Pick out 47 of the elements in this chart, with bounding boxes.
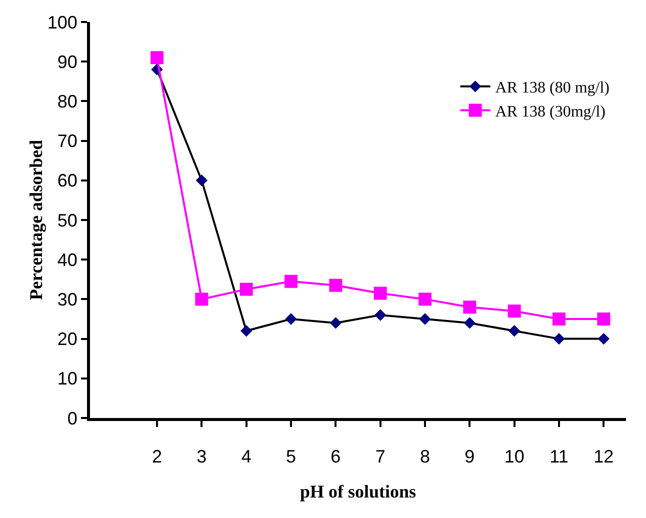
y-tick-label: 20 xyxy=(57,329,78,350)
point xyxy=(508,304,521,318)
y-tick-label: 100 xyxy=(47,12,78,32)
y-tick-label: 50 xyxy=(57,210,78,230)
point xyxy=(553,332,565,345)
x-tick-label: 6 xyxy=(330,446,341,467)
x-tick-label: 5 xyxy=(286,446,296,467)
point xyxy=(418,292,432,306)
point xyxy=(463,300,476,314)
point xyxy=(240,325,252,337)
point xyxy=(329,278,342,292)
x-tick-label: 3 xyxy=(196,446,207,467)
x-tick-label: 9 xyxy=(464,446,475,467)
point xyxy=(464,317,476,329)
y-tick-label: 80 xyxy=(57,92,78,112)
y-tick-label: 60 xyxy=(57,170,78,191)
x-tick-label: 8 xyxy=(420,446,430,467)
x-tick-label: 10 xyxy=(504,446,524,467)
point xyxy=(284,274,298,288)
point xyxy=(150,51,164,64)
y-tick-label: 40 xyxy=(57,250,78,270)
point xyxy=(196,174,208,186)
y-tick-label: 0 xyxy=(67,408,78,428)
point xyxy=(195,292,208,306)
y-axis-title: Percentage adsorbed xyxy=(26,140,46,300)
point xyxy=(285,313,297,325)
point xyxy=(374,286,387,300)
point xyxy=(598,332,610,345)
x-tick-label: 2 xyxy=(152,446,162,467)
y-tick-label: 90 xyxy=(57,52,78,72)
x-tick-label: 11 xyxy=(550,446,568,467)
point xyxy=(597,312,610,326)
legend-label: AR 138 (30mg/l) xyxy=(495,103,606,120)
point xyxy=(419,313,431,325)
y-tick-label: 10 xyxy=(57,368,78,389)
point xyxy=(508,325,520,337)
point xyxy=(330,317,342,329)
x-tick-label: 7 xyxy=(375,446,386,467)
x-axis-title: pH of solutions xyxy=(300,482,416,502)
y-tick-label: 70 xyxy=(57,131,78,152)
point xyxy=(240,282,253,296)
x-tick-label: 12 xyxy=(594,446,614,467)
y-tick-label: 30 xyxy=(57,290,78,310)
point xyxy=(552,312,566,326)
x-tick-label: 4 xyxy=(241,446,252,467)
legend-label: AR 138 (80 mg/l) xyxy=(495,80,610,97)
point xyxy=(374,309,386,321)
